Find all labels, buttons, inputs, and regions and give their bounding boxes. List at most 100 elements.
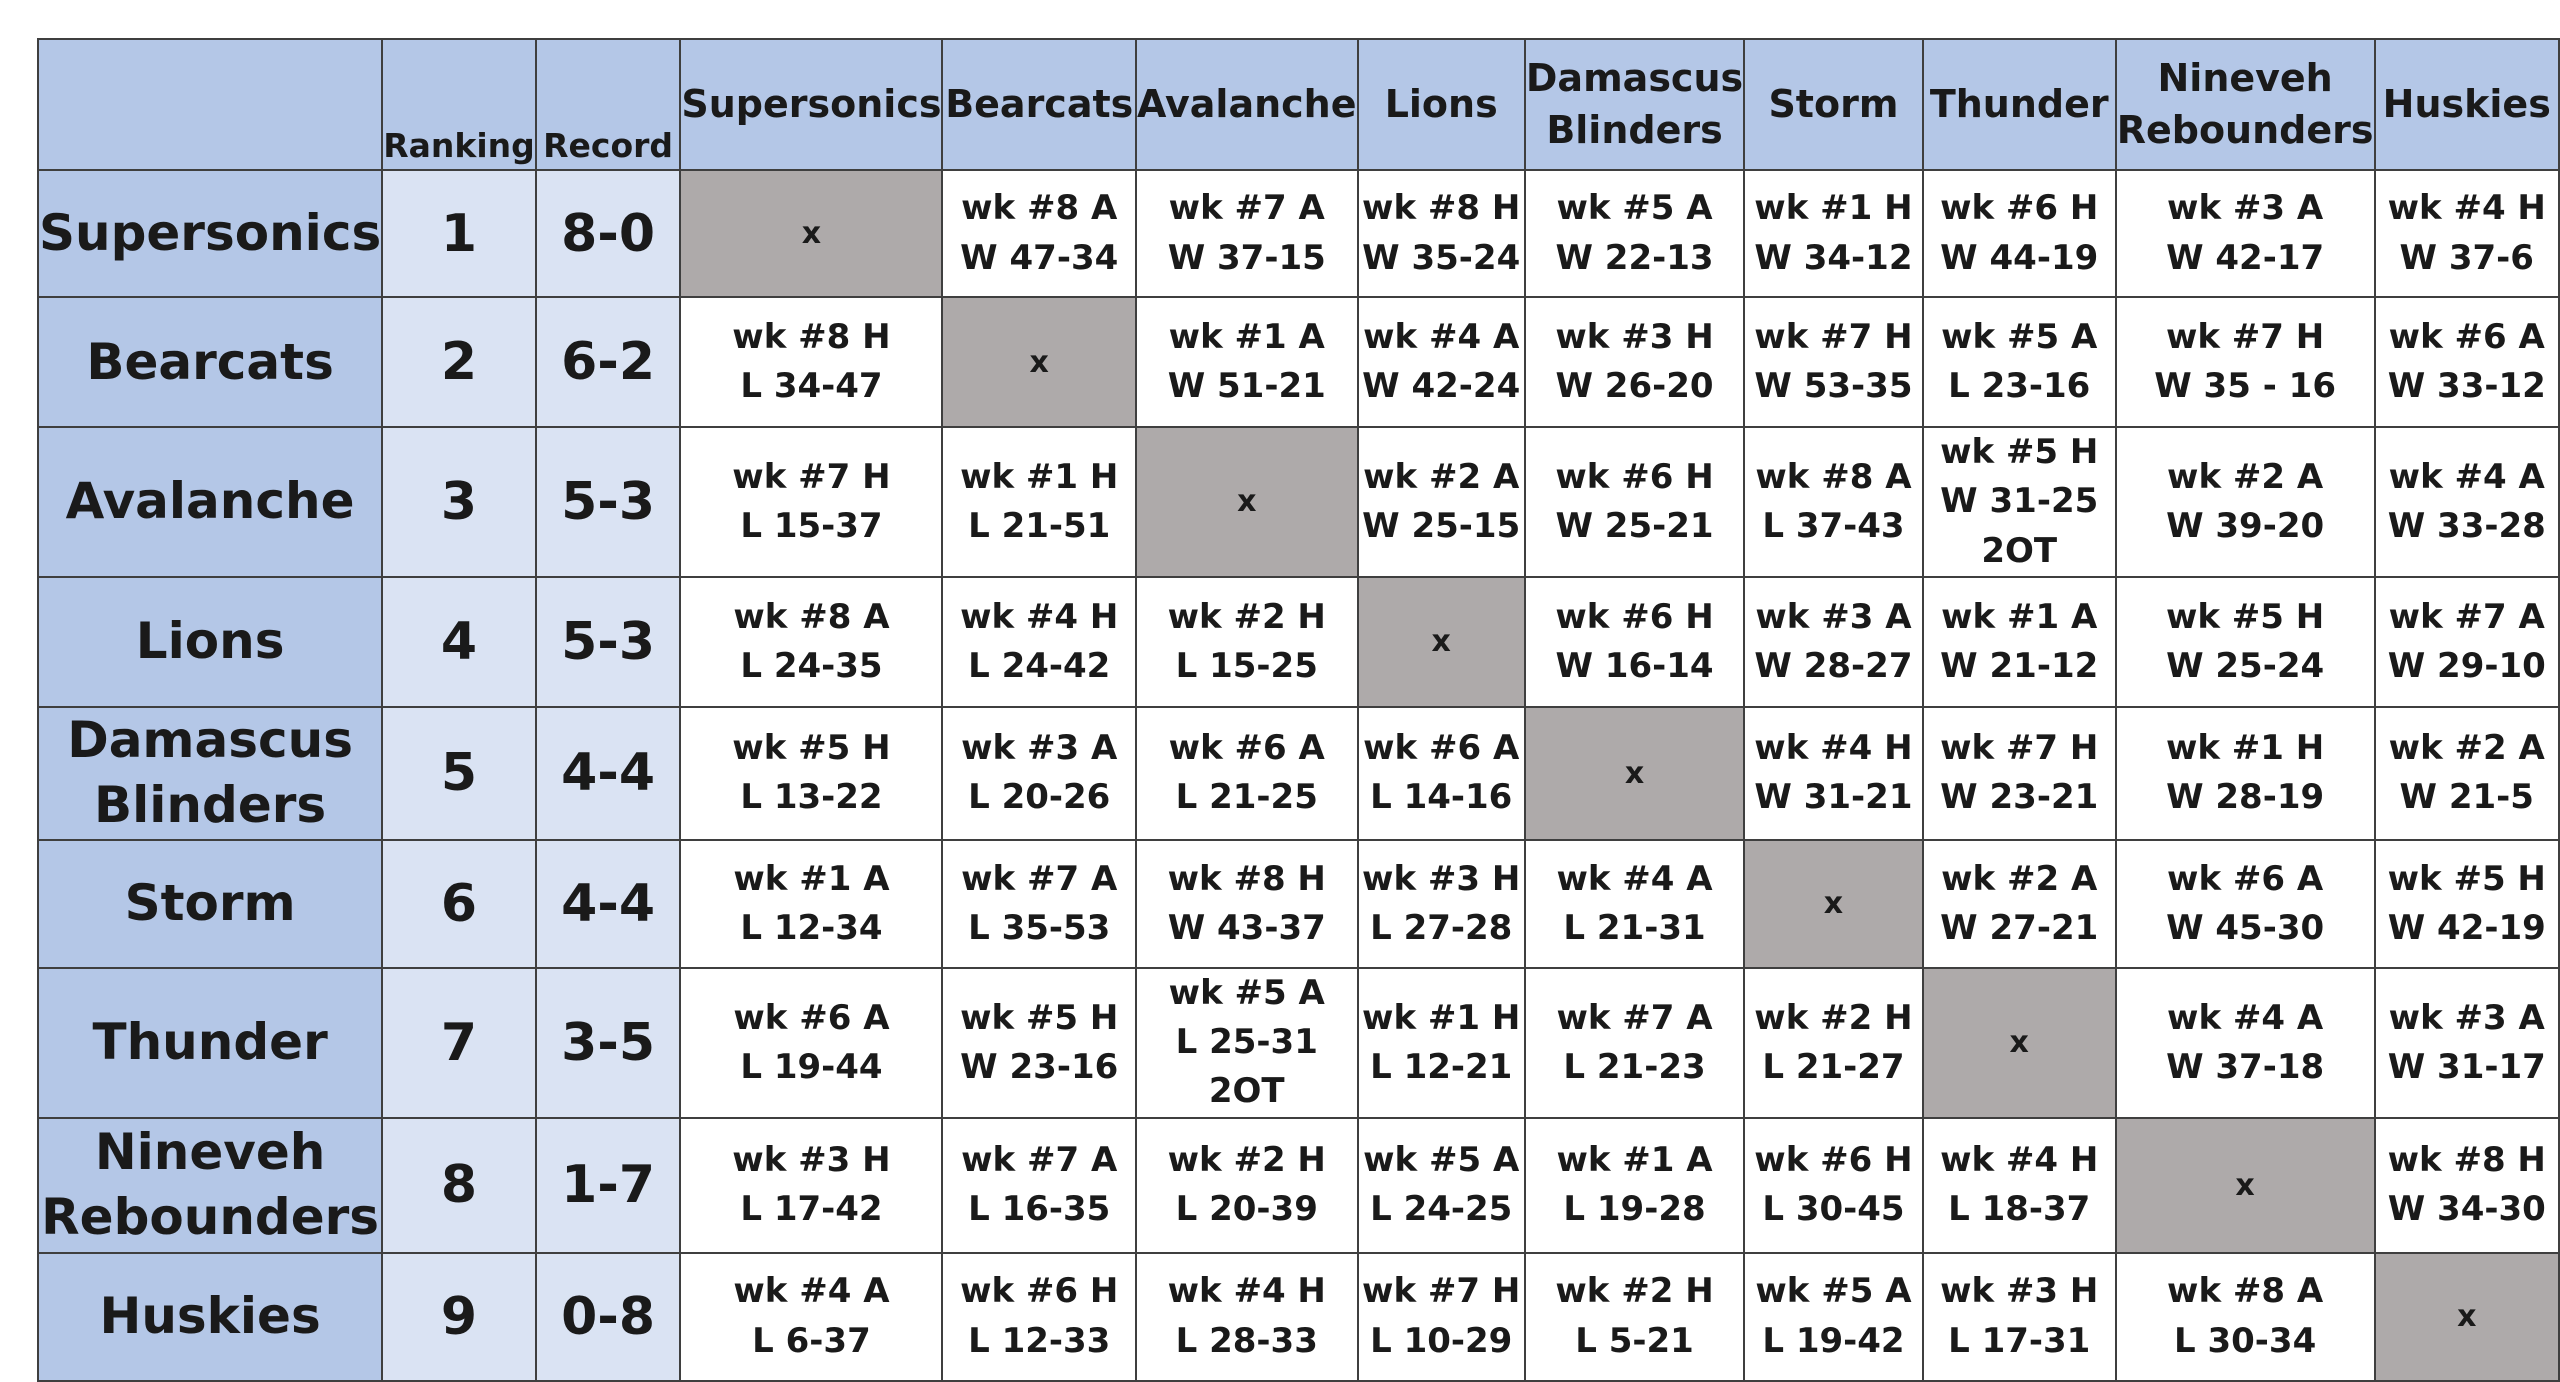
text-line: wk #8 A	[1755, 456, 1912, 497]
text-line: L 24-35	[740, 645, 883, 686]
text-line: wk #1 H	[1362, 997, 1521, 1038]
team-row: Damascus Blinders 5 4-4 wk #5 H L 13-22 wk #3 …	[36, 705, 2560, 841]
record-cell: 6-2	[534, 296, 682, 428]
text-line: wk #2 A	[2388, 728, 2545, 769]
column-header: Thunder	[1921, 38, 2117, 171]
text-line: wk #6 H	[960, 1271, 1119, 1312]
text-line: wk #7 A	[1556, 997, 1713, 1038]
text-line: W 33-28	[2387, 505, 2546, 546]
text-line: Nineveh	[2157, 56, 2333, 101]
game-result-cell: wk #7 A L 21-23	[1523, 966, 1746, 1119]
text-line: Huskies	[99, 1287, 321, 1346]
text-line: wk #7 H	[732, 456, 891, 497]
text-line: L 19-28	[1563, 1189, 1706, 1230]
game-result-cell: wk #8 A L 24-35	[679, 575, 944, 708]
text-line: 2OT	[1981, 530, 2058, 571]
text-line: Storm	[1768, 81, 1899, 126]
text-line: L 20-39	[1175, 1189, 1318, 1230]
text-line: W 21-5	[2399, 777, 2534, 818]
text-line: wk #5 A	[1941, 316, 2098, 357]
text-line: W 21-12	[1940, 645, 2099, 686]
text-line: wk #3 A	[2167, 188, 2324, 229]
game-result-cell: wk #6 A L 14-16	[1356, 705, 1526, 841]
text-line: Thunder	[1929, 81, 2109, 126]
text-line: wk #6 A	[2388, 316, 2545, 357]
text-line: Supersonics	[39, 204, 382, 262]
text-line: wk #2 A	[1941, 858, 2098, 899]
game-result-cell: wk #7 H L 15-37	[679, 426, 944, 578]
text-line: W 37-18	[2166, 1046, 2325, 1087]
text-line: wk #5 H	[2387, 858, 2546, 899]
self-matchup-cell: x	[1921, 966, 2117, 1119]
game-result-cell: wk #8 A L 30-34	[2114, 1251, 2376, 1382]
team-name-cell: Supersonics	[36, 169, 384, 298]
game-result-cell: wk #5 A L 25-31 2OT	[1134, 966, 1359, 1119]
text-line: Avalanche	[1136, 81, 1357, 126]
text-line: wk #6 A	[1168, 728, 1325, 769]
text-line: W 42-19	[2387, 907, 2546, 948]
team-name-cell: Thunder	[36, 966, 384, 1119]
text-line: W 29-10	[2387, 645, 2546, 686]
record-cell: 1-7	[534, 1116, 682, 1254]
text-line: wk #2 H	[1167, 596, 1326, 637]
column-header: Bearcats	[941, 38, 1137, 171]
column-header: Nineveh Rebounders	[2114, 38, 2376, 171]
game-result-cell: wk #2 A W 27-21	[1921, 838, 2117, 969]
text-line: wk #8 H	[1167, 858, 1326, 899]
game-result-cell: wk #8 H W 34-30	[2373, 1116, 2560, 1254]
game-result-cell: wk #7 A W 29-10	[2373, 575, 2560, 708]
text-line: L 24-42	[968, 645, 1111, 686]
text-line: wk #6 A	[1363, 728, 1520, 769]
game-result-cell: wk #1 H W 28-19	[2114, 705, 2376, 841]
text-line: wk #4 H	[2387, 188, 2546, 229]
text-line: Thunder	[92, 1013, 328, 1072]
self-matchup-cell: x	[679, 169, 944, 298]
text-line: wk #2 H	[1754, 997, 1913, 1038]
text-line: Huskies	[2382, 81, 2551, 126]
game-result-cell: wk #6 A L 19-44	[679, 966, 944, 1119]
text-line: W 43-37	[1167, 907, 1326, 948]
text-line: W 42-17	[2166, 237, 2325, 278]
text-line: L 25-31 2OT	[1175, 1022, 1318, 1112]
game-result-cell: wk #1 A W 21-12	[1921, 575, 2117, 708]
ranking-cell: 3	[381, 426, 537, 578]
game-result-cell: wk #7 A L 35-53	[941, 838, 1137, 969]
text-line: Blinders	[1546, 107, 1723, 152]
text-line: wk #8 A	[733, 596, 890, 637]
team-row: Supersonics 1 8-0 x wk #8 A W 47-34 wk #7 A W 3…	[36, 169, 2560, 298]
game-result-cell: wk #5 H L 13-22	[679, 705, 944, 841]
game-result-cell: wk #6 H W 44-19	[1921, 169, 2117, 298]
column-header: Avalanche	[1134, 38, 1359, 171]
text-line: L 21-23	[1563, 1046, 1706, 1087]
text-line: W 53-35	[1754, 366, 1913, 406]
ranking-cell: 8	[381, 1116, 537, 1254]
game-result-cell: wk #5 A L 24-25	[1356, 1116, 1526, 1254]
text-line: wk #3 H	[1940, 1271, 2099, 1312]
text-line: wk #7 H	[2165, 316, 2325, 357]
text-line: Damascus	[1525, 56, 1744, 101]
text-line: wk #1 A	[733, 858, 890, 899]
ranking-cell: 9	[381, 1251, 537, 1382]
text-line: wk #1 A	[1556, 1139, 1713, 1180]
ranking-header: Ranking	[381, 38, 537, 171]
game-result-cell: wk #4 A W 42-24	[1356, 296, 1526, 428]
text-line: wk #8 H	[1362, 188, 1521, 229]
text-line: L 24-25	[1370, 1189, 1513, 1230]
game-result-cell: wk #4 A W 37-18	[2114, 966, 2376, 1119]
text-line: W 22-13	[1555, 237, 1714, 278]
game-result-cell: wk #2 H L 15-25	[1134, 575, 1359, 708]
text-line: wk #4 H	[1167, 1271, 1326, 1312]
text-line: W 31-25	[1940, 481, 2099, 522]
text-line: wk #4 H	[960, 596, 1119, 637]
text-line: wk #3 A	[1755, 596, 1912, 637]
self-matchup-cell: x	[1134, 426, 1359, 578]
game-result-cell: wk #4 A W 33-28	[2373, 426, 2560, 578]
game-result-cell: wk #8 H W 43-37	[1134, 838, 1359, 969]
text-line: wk #2 H	[1555, 1271, 1714, 1312]
text-line: L 17-31	[1948, 1320, 2091, 1361]
team-name-cell: Nineveh Rebounders	[36, 1116, 384, 1254]
game-result-cell: wk #5 H W 42-19	[2373, 838, 2560, 969]
text-line: L 23-16	[1948, 366, 2091, 406]
team-name-cell: Lions	[36, 575, 384, 708]
text-line: wk #5 A	[1363, 1139, 1520, 1180]
